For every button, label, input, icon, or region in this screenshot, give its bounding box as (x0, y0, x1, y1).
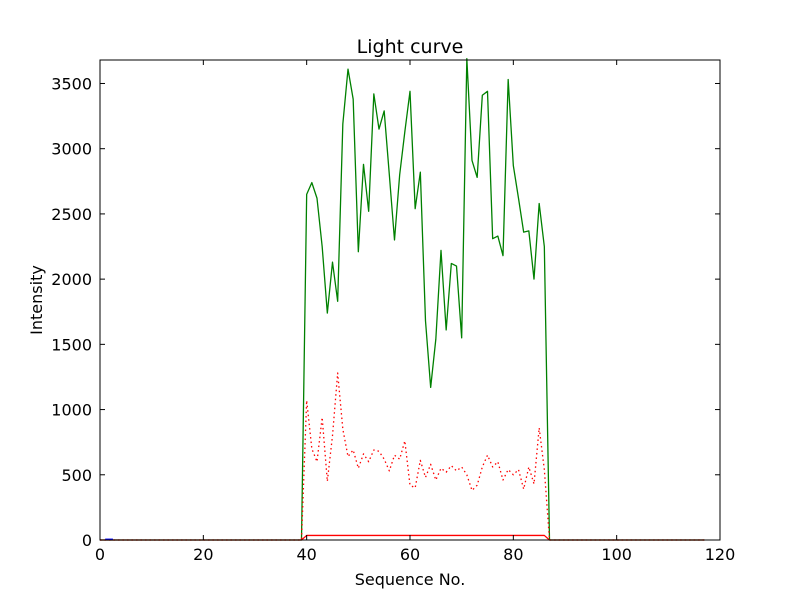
x-tick-label: 40 (296, 545, 316, 564)
y-tick-label: 3000 (51, 140, 92, 159)
y-tick-label: 500 (61, 466, 92, 485)
y-tick-label: 0 (82, 531, 92, 550)
y-axis-ticks: 0 500 1000 1500 2000 2500 3000 3500 (51, 74, 720, 550)
y-tick-label: 2500 (51, 205, 92, 224)
y-tick-label: 1000 (51, 401, 92, 420)
x-tick-label: 120 (705, 545, 736, 564)
x-tick-label: 80 (503, 545, 523, 564)
x-tick-label: 0 (95, 545, 105, 564)
series-line-2 (100, 372, 705, 541)
x-axis-label: Sequence No. (355, 570, 466, 589)
x-axis-ticks: 0 20 40 60 80 100 120 (95, 60, 735, 564)
x-tick-label: 100 (601, 545, 632, 564)
series-line-1 (100, 58, 705, 541)
chart-title: Light curve (357, 36, 464, 58)
x-tick-label: 20 (193, 545, 213, 564)
y-tick-label: 2000 (51, 270, 92, 289)
y-axis-label: Intensity (27, 265, 46, 335)
y-tick-label: 3500 (51, 74, 92, 93)
y-tick-label: 1500 (51, 335, 92, 354)
x-tick-label: 60 (400, 545, 420, 564)
